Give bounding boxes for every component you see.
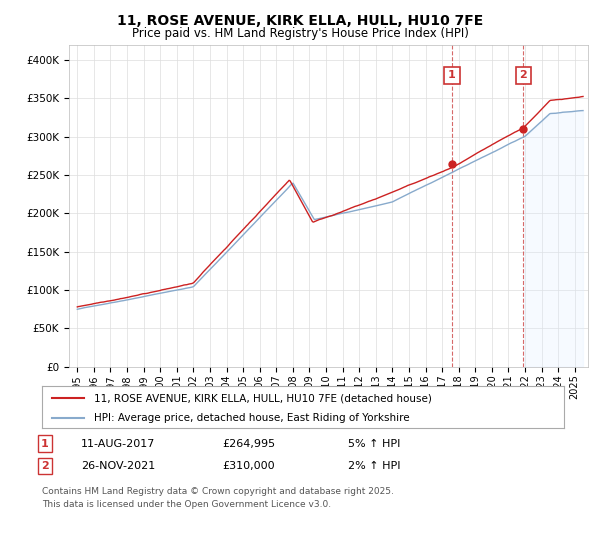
Text: 5% ↑ HPI: 5% ↑ HPI [348, 438, 400, 449]
Text: £310,000: £310,000 [222, 461, 275, 471]
Text: 11, ROSE AVENUE, KIRK ELLA, HULL, HU10 7FE (detached house): 11, ROSE AVENUE, KIRK ELLA, HULL, HU10 7… [94, 393, 432, 403]
Text: 2% ↑ HPI: 2% ↑ HPI [348, 461, 401, 471]
Text: 2: 2 [41, 461, 49, 471]
Text: Price paid vs. HM Land Registry's House Price Index (HPI): Price paid vs. HM Land Registry's House … [131, 27, 469, 40]
Text: 2: 2 [520, 71, 527, 81]
Text: 11, ROSE AVENUE, KIRK ELLA, HULL, HU10 7FE: 11, ROSE AVENUE, KIRK ELLA, HULL, HU10 7… [117, 14, 483, 28]
Text: 11-AUG-2017: 11-AUG-2017 [81, 438, 155, 449]
Text: HPI: Average price, detached house, East Riding of Yorkshire: HPI: Average price, detached house, East… [94, 413, 410, 423]
Text: 26-NOV-2021: 26-NOV-2021 [81, 461, 155, 471]
Text: £264,995: £264,995 [222, 438, 275, 449]
Text: 1: 1 [448, 71, 456, 81]
Text: 1: 1 [41, 438, 49, 449]
Text: Contains HM Land Registry data © Crown copyright and database right 2025.
This d: Contains HM Land Registry data © Crown c… [42, 487, 394, 508]
